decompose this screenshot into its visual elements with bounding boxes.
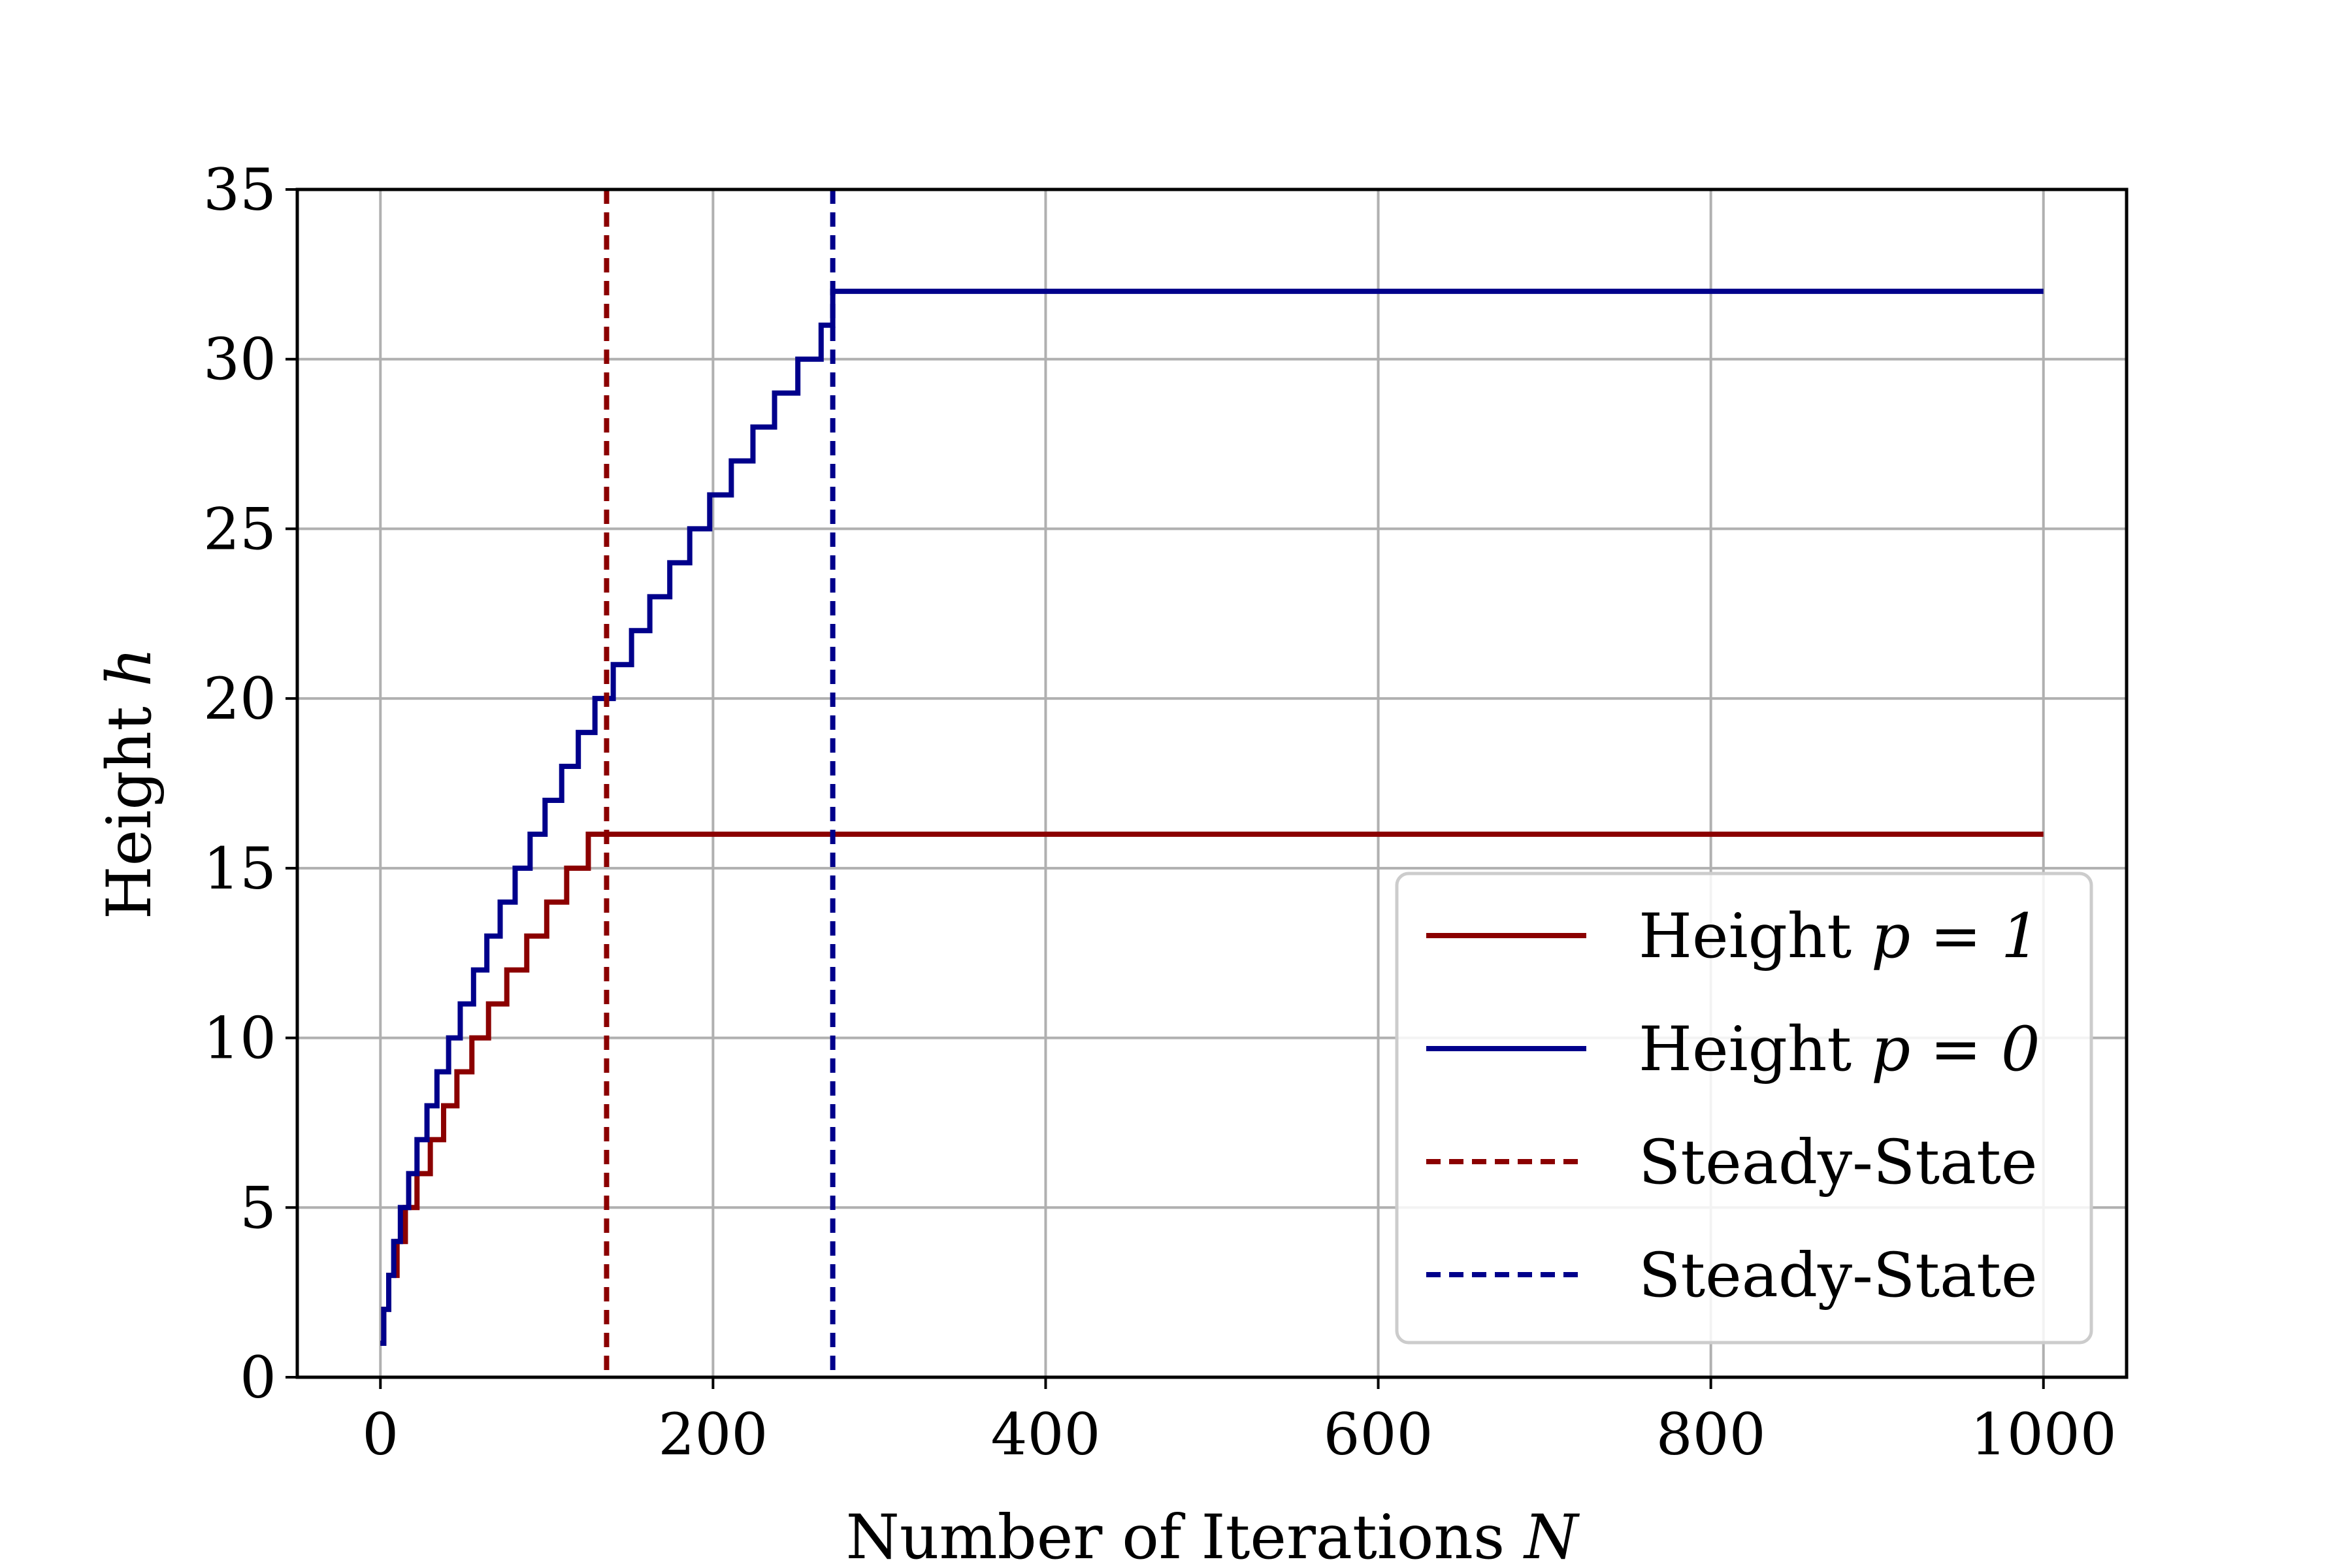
legend-label-3: Steady-State [1639, 1240, 2038, 1311]
y-tick-label: 10 [203, 1005, 276, 1072]
legend: Height p = 1 Height p = 0 Steady-State Stea… [1395, 872, 2093, 1345]
x-axis-label: Number of Iterations N [846, 1502, 1580, 1568]
x-tick-label: 1000 [1970, 1401, 2117, 1468]
x-tick-label: 0 [362, 1401, 399, 1468]
x-axis-label-text: Number of Iterations [846, 1502, 1505, 1568]
legend-label-0: Height p = 1 [1639, 901, 2040, 972]
series-lines [380, 189, 2044, 1377]
legend-box [1395, 872, 2093, 1345]
plot-frame [295, 188, 2129, 1379]
y-tick-label: 30 [203, 326, 276, 393]
legend-label-2: Steady-State [1639, 1127, 2038, 1198]
y-tick-label: 25 [203, 495, 276, 563]
x-tick-label: 800 [1656, 1401, 1766, 1468]
x-tick-label: 600 [1324, 1401, 1433, 1468]
x-axis-label-var: N [1523, 1502, 1580, 1568]
x-tick-label: 400 [990, 1401, 1100, 1468]
y-axis-label-text: Height [94, 706, 165, 919]
height-series-1 [380, 288, 2044, 1347]
x-tick-label: 200 [658, 1401, 768, 1468]
y-axis-label: Height h [94, 647, 165, 920]
y-axis-label-var: h [94, 647, 165, 687]
y-tick-label: 20 [203, 665, 276, 732]
y-tick-label: 5 [240, 1174, 276, 1241]
y-tick-label: 15 [203, 835, 276, 902]
axis-ticks: 0 200 400 600 800 1000 0 5 10 15 20 25 30 35 [203, 156, 2117, 1468]
y-tick-label: 35 [203, 156, 276, 223]
height-series-0 [380, 831, 2044, 1347]
y-tick-label: 0 [240, 1344, 276, 1411]
legend-label-1: Height p = 0 [1639, 1014, 2040, 1085]
